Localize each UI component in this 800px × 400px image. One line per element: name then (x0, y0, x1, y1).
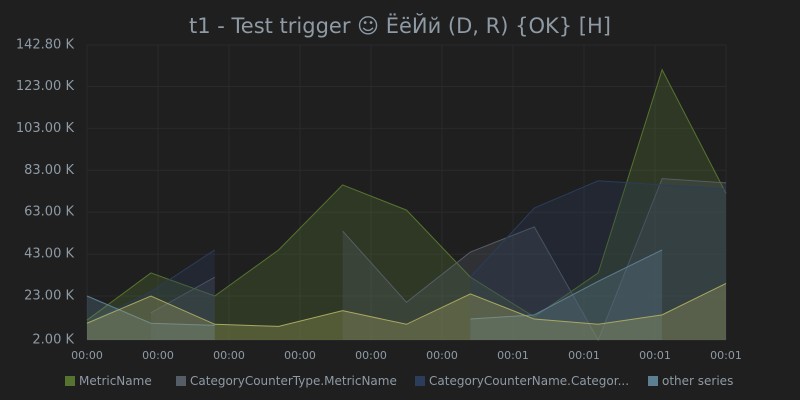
series-area (87, 283, 726, 340)
y-tick-label: 103.00 K (16, 121, 75, 136)
x-tick-label: 00:00 (284, 349, 316, 362)
y-tick-label: 63.00 K (24, 205, 74, 220)
y-tick-label: 123.00 K (16, 79, 75, 94)
y-tick-label: 43.00 K (24, 247, 74, 262)
legend-label: CategoryCounterType.MetricName (190, 374, 397, 388)
legend-label: CategoryCounterName.Categor... (429, 374, 629, 388)
chart-title: t1 - Test trigger ☺ ЁёЙй (D, R) {OK} [H] (189, 13, 611, 38)
x-tick-label: 00:00 (213, 349, 245, 362)
y-tick-label: 142.80 K (16, 38, 75, 53)
y-tick-label: 23.00 K (24, 289, 74, 304)
series-line (86, 249, 663, 326)
series-line (86, 180, 727, 324)
legend-swatch (415, 376, 425, 386)
series-line (86, 68, 727, 321)
y-tick-label: 2.00 K (32, 333, 74, 348)
x-tick-label: 00:00 (426, 349, 458, 362)
series-line (150, 178, 727, 342)
x-tick-label: 00:00 (355, 349, 387, 362)
x-tick-label: 00:01 (639, 349, 671, 362)
x-tick-label: 00:00 (71, 349, 103, 362)
series-line (86, 282, 727, 327)
x-tick-label: 00:01 (568, 349, 600, 362)
series-area (150, 178, 726, 340)
y-tick-label: 83.00 K (24, 163, 74, 178)
series-area (87, 69, 726, 340)
x-tick-label: 00:01 (710, 349, 742, 362)
x-tick-label: 00:00 (142, 349, 174, 362)
legend-swatch (176, 376, 186, 386)
x-tick-label: 00:01 (497, 349, 529, 362)
legend-swatch (648, 376, 658, 386)
series-area (87, 180, 726, 340)
legend-swatch (65, 376, 75, 386)
series-area (87, 249, 663, 340)
legend-label: MetricName (79, 374, 152, 388)
legend-label: other series (662, 374, 733, 388)
